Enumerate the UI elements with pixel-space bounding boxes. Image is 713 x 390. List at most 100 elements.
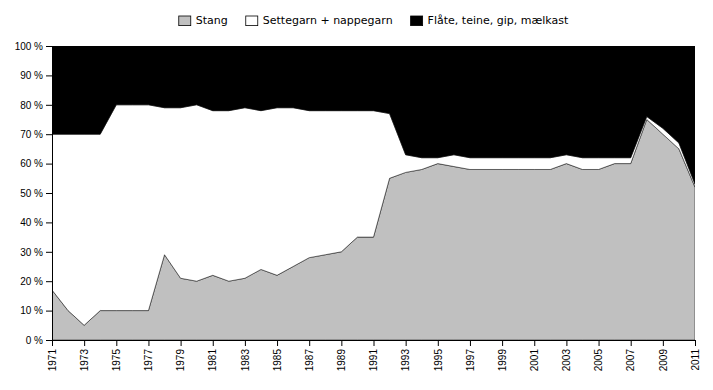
x-tick: 1991: [368, 340, 379, 371]
x-tick-label: 1995: [433, 349, 444, 372]
areas: [52, 46, 695, 340]
y-tick: 100 %: [15, 41, 52, 52]
y-tick-label: 100 %: [15, 41, 43, 52]
x-tick: 1995: [433, 340, 444, 371]
y-tick-mark: [46, 311, 52, 312]
x-tick-mark: [181, 340, 182, 346]
x-tick-mark: [277, 340, 278, 346]
x-tick: 2003: [561, 340, 572, 371]
y-tick: 30 %: [20, 247, 52, 258]
x-tick-mark: [566, 340, 567, 346]
x-tick-mark: [406, 340, 407, 346]
x-tick-mark: [245, 340, 246, 346]
x-tick-mark: [663, 340, 664, 346]
y-tick-mark: [46, 134, 52, 135]
x-tick: 2001: [529, 340, 540, 371]
x-tick-label: 1993: [400, 349, 411, 372]
x-tick-label: 2007: [625, 349, 636, 372]
chart: 1971197319751977197919811983198519871989…: [0, 0, 713, 390]
x-tick-mark: [502, 340, 503, 346]
y-tick-label: 90 %: [20, 70, 43, 81]
y-tick: 40 %: [20, 217, 52, 228]
x-tick: 1983: [240, 340, 251, 371]
x-tick-mark: [470, 340, 471, 346]
y-tick: 0 %: [26, 335, 52, 346]
background: [0, 0, 713, 390]
y-tick-label: 30 %: [20, 247, 43, 258]
y-tick-mark: [46, 340, 52, 341]
x-tick: 1971: [47, 340, 58, 371]
x-tick-label: 2003: [561, 349, 572, 372]
x-tick: 2007: [625, 340, 636, 371]
y-tick-label: 60 %: [20, 158, 43, 169]
y-tick-mark: [46, 281, 52, 282]
x-tick-mark: [116, 340, 117, 346]
y-tick-mark: [46, 164, 52, 165]
x-tick-mark: [599, 340, 600, 346]
y-tick-mark: [46, 222, 52, 223]
x-tick-label: 1997: [465, 349, 476, 372]
y-tick-mark: [46, 46, 52, 47]
y-tick-label: 80 %: [20, 100, 43, 111]
legend-label: Stang: [196, 14, 228, 27]
legend-label: Settegarn + nappegarn: [263, 14, 393, 27]
y-tick-label: 50 %: [20, 188, 43, 199]
x-tick-mark: [374, 340, 375, 346]
x-tick: 2009: [658, 340, 669, 371]
legend-swatch: [411, 16, 423, 26]
x-tick-label: 1977: [143, 349, 154, 372]
x-tick: 1981: [207, 340, 218, 371]
legend-item: Stang: [179, 14, 228, 27]
y-tick-mark: [46, 193, 52, 194]
y-tick-mark: [46, 75, 52, 76]
y-tick: 20 %: [20, 276, 52, 287]
y-tick-label: 40 %: [20, 217, 43, 228]
x-tick-mark: [438, 340, 439, 346]
x-tick: 1975: [111, 340, 122, 371]
x-tick-mark: [148, 340, 149, 346]
x-tick: 1973: [79, 340, 90, 371]
x-axis-line: [53, 341, 696, 347]
y-tick: 10 %: [20, 305, 52, 316]
x-tick: 1997: [465, 340, 476, 371]
y-tick-label: 20 %: [20, 276, 43, 287]
legend-item: Settegarn + nappegarn: [246, 14, 393, 27]
y-tick: 60 %: [20, 158, 52, 169]
y-tick: 70 %: [20, 129, 52, 140]
y-tick: 50 %: [20, 188, 52, 199]
x-tick-label: 1971: [47, 349, 58, 372]
y-tick-mark: [46, 105, 52, 106]
x-tick: 1993: [400, 340, 411, 371]
x-tick-label: 2011: [690, 349, 701, 371]
x-tick-label: 2009: [658, 349, 669, 372]
area-2: [52, 46, 695, 184]
x-tick: 1987: [304, 340, 315, 371]
x-tick-label: 2005: [593, 349, 604, 372]
x-axis: 1971197319751977197919811983198519871989…: [47, 340, 701, 371]
x-tick-label: 1979: [175, 349, 186, 372]
x-tick-label: 1991: [368, 349, 379, 372]
x-tick-mark: [84, 340, 85, 346]
y-tick-label: 70 %: [20, 129, 43, 140]
x-tick: 2005: [593, 340, 604, 371]
x-tick-label: 1973: [79, 349, 90, 372]
legend: Stang Settegarn + nappegarn Flåte, teine, …: [179, 14, 569, 27]
legend-label: Flåte, teine, gip, mælkast: [428, 14, 569, 27]
x-tick-mark: [631, 340, 632, 346]
x-tick: 2011: [690, 340, 701, 371]
x-tick: 1989: [336, 340, 347, 371]
legend-swatch: [246, 16, 258, 26]
y-tick-label: 0 %: [26, 335, 43, 346]
y-tick: 90 %: [20, 70, 52, 81]
x-tick-mark: [695, 340, 696, 346]
plot: 1971197319751977197919811983198519871989…: [15, 41, 701, 372]
x-tick-label: 2001: [529, 349, 540, 372]
legend-item: Flåte, teine, gip, mælkast: [411, 14, 569, 27]
x-tick: 1999: [497, 340, 508, 371]
legend-swatch: [179, 16, 191, 26]
x-tick-mark: [213, 340, 214, 346]
x-tick: 1979: [175, 340, 186, 371]
y-tick-label: 10 %: [20, 305, 43, 316]
y-axis-line: [46, 47, 53, 341]
y-tick-mark: [46, 252, 52, 253]
